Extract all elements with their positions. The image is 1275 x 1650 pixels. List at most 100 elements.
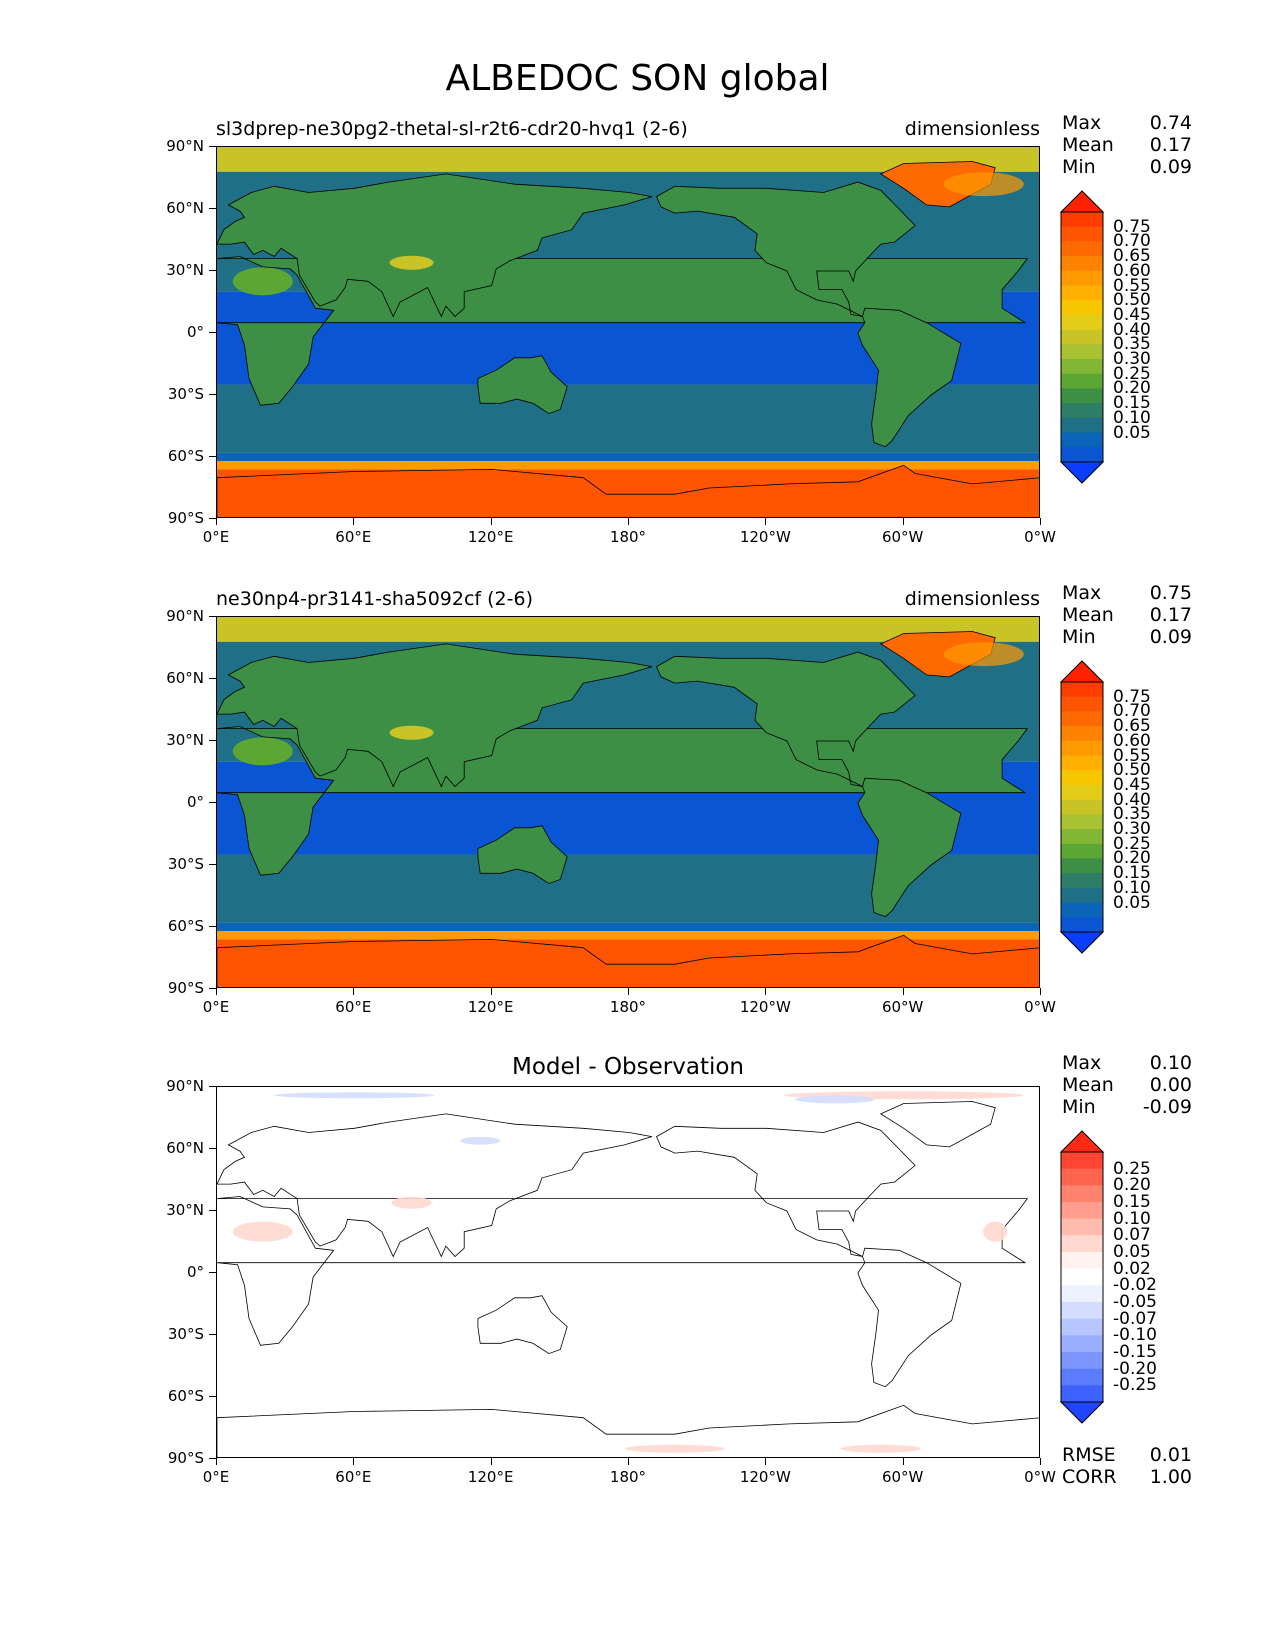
greenland-core <box>943 172 1024 197</box>
figure-title: ALBEDOC SON global <box>445 58 830 99</box>
max-label: Max <box>1062 1052 1102 1074</box>
colorbar-segment <box>1061 1368 1103 1386</box>
y-tick-label: 90°N <box>150 1077 216 1095</box>
x-tick-label: 0°W <box>1000 518 1080 546</box>
mean-value: 0.17 <box>1149 604 1192 626</box>
difference-patch <box>983 1221 1008 1242</box>
colorbar-tick-label: -0.07 <box>1113 1308 1157 1329</box>
sahara-region <box>232 737 293 766</box>
colorbar-tick-label: 0.55 <box>1113 745 1151 766</box>
x-tick-label: 60°W <box>863 1458 943 1486</box>
colorbar-tick-label: 0.15 <box>1113 393 1151 414</box>
colorbar-segment <box>1061 1152 1103 1170</box>
difference-patch <box>274 1092 435 1099</box>
colorbar-extend-min <box>1060 931 1104 954</box>
colorbar-segment <box>1061 212 1103 228</box>
colorbar-segment <box>1061 1268 1103 1286</box>
colorbar-segment <box>1061 1202 1103 1220</box>
colorbar-segment <box>1061 226 1103 242</box>
mean-value: 0.00 <box>1149 1074 1192 1096</box>
y-tick-label: 60°N <box>150 199 216 217</box>
rmse-corr: RMSE 0.01 CORR 1.00 <box>1062 1444 1192 1488</box>
coastline-greenland <box>879 1101 996 1148</box>
colorbar-tick-label: 0.75 <box>1113 686 1151 707</box>
latitude-band <box>217 854 1039 874</box>
max-label: Max <box>1062 582 1102 604</box>
colorbar-segment <box>1061 829 1103 845</box>
coastline-australia <box>477 1295 568 1355</box>
colorbar-tick-label: 0.25 <box>1113 833 1151 854</box>
x-tick-label: 0°E <box>176 1458 256 1486</box>
colorbar-segment <box>1061 1218 1103 1236</box>
mean-value: 0.17 <box>1149 134 1192 156</box>
tibet-plateau <box>389 725 434 740</box>
colorbar-frame <box>1060 1151 1104 1403</box>
coastline-namerica <box>655 1121 916 1257</box>
colorbar-segment <box>1061 388 1103 404</box>
mean-label: Mean <box>1062 604 1114 626</box>
y-tick-label: 60°S <box>150 1387 216 1405</box>
colorbar-segment <box>1061 682 1103 698</box>
colorbar-tick-label: 0.50 <box>1113 290 1151 311</box>
min-value: 0.09 <box>1149 156 1192 178</box>
x-tick-label: 60°E <box>313 1458 393 1486</box>
rmse-value: 0.01 <box>1149 1444 1192 1466</box>
x-tick-label: 0°W <box>1000 1458 1080 1486</box>
colorbar-segment <box>1061 256 1103 272</box>
landmass-namerica <box>655 181 916 317</box>
difference-patch <box>460 1136 501 1145</box>
mean-label: Mean <box>1062 1074 1114 1096</box>
colorbar-tick-label: 0.40 <box>1113 789 1151 810</box>
colorbar-tick-label: 0.07 <box>1113 1225 1151 1246</box>
colorbar-tick-label: 0.10 <box>1113 1208 1151 1229</box>
min-value: -0.09 <box>1142 1096 1192 1118</box>
panel-stats: Max 0.10 Mean 0.00 Min -0.09 <box>1062 1052 1192 1118</box>
y-tick-label: 0° <box>150 793 216 811</box>
map-area <box>216 146 1040 518</box>
y-tick-label: 60°S <box>150 447 216 465</box>
min-value: 0.09 <box>1149 626 1192 648</box>
colorbar-tick-label: 0.70 <box>1113 701 1151 722</box>
colorbar-segment <box>1061 858 1103 874</box>
colorbar-tick-label: 0.10 <box>1113 877 1151 898</box>
landmass-eurasia <box>217 643 653 788</box>
x-tick-label: 0°E <box>176 518 256 546</box>
panel-units: dimensionless <box>904 588 1040 610</box>
colorbar-segment <box>1061 432 1103 448</box>
panel-left-title: sl3dprep-ne30pg2-thetal-sl-r2t6-cdr20-hv… <box>216 118 688 140</box>
y-tick-label: 0° <box>150 323 216 341</box>
colorbar-labels: 0.75 0.70 0.65 0.60 0.55 0.50 0.45 0.40 0.35 0.30… <box>1113 190 1173 484</box>
colorbar-tick-label: 0.65 <box>1113 246 1151 267</box>
landmass-samerica <box>857 307 962 448</box>
landmass-australia <box>477 825 568 885</box>
colorbar-tick-label: -0.05 <box>1113 1292 1157 1312</box>
colorbar-tick-label: 0.25 <box>1113 1158 1151 1179</box>
y-tick-label: 90°S <box>150 1449 216 1467</box>
landmass-namerica <box>655 651 916 787</box>
x-tick-label: 180° <box>588 518 668 546</box>
panel-stats: Max 0.75 Mean 0.17 Min 0.09 <box>1062 582 1192 648</box>
colorbar-segment <box>1061 1335 1103 1353</box>
colorbar-segment <box>1061 740 1103 757</box>
corr-label: CORR <box>1062 1466 1117 1488</box>
coastline-samerica <box>857 1247 962 1388</box>
min-label: Min <box>1062 626 1096 648</box>
colorbar-tick-label: 0.60 <box>1113 260 1151 281</box>
difference-background <box>217 1087 1039 1457</box>
x-tick-label: 120°E <box>451 988 531 1016</box>
y-tick-label: 0° <box>150 1263 216 1281</box>
rmse-label: RMSE <box>1062 1444 1116 1466</box>
colorbar-segment <box>1061 1302 1103 1320</box>
y-tick-label: 60°N <box>150 669 216 687</box>
colorbar-tick-label: -0.15 <box>1113 1342 1157 1362</box>
x-tick-label: 60°W <box>863 518 943 546</box>
colorbar-frame <box>1060 681 1104 933</box>
colorbar-segment <box>1061 1318 1103 1336</box>
latitude-band <box>217 931 1039 940</box>
min-label: Min <box>1062 156 1096 178</box>
colorbar-segment <box>1061 1285 1103 1303</box>
x-tick-label: 180° <box>588 1458 668 1486</box>
landmass-eurasia <box>217 173 653 318</box>
x-tick-label: 120°E <box>451 1458 531 1486</box>
y-tick-label: 30°N <box>150 1201 216 1219</box>
